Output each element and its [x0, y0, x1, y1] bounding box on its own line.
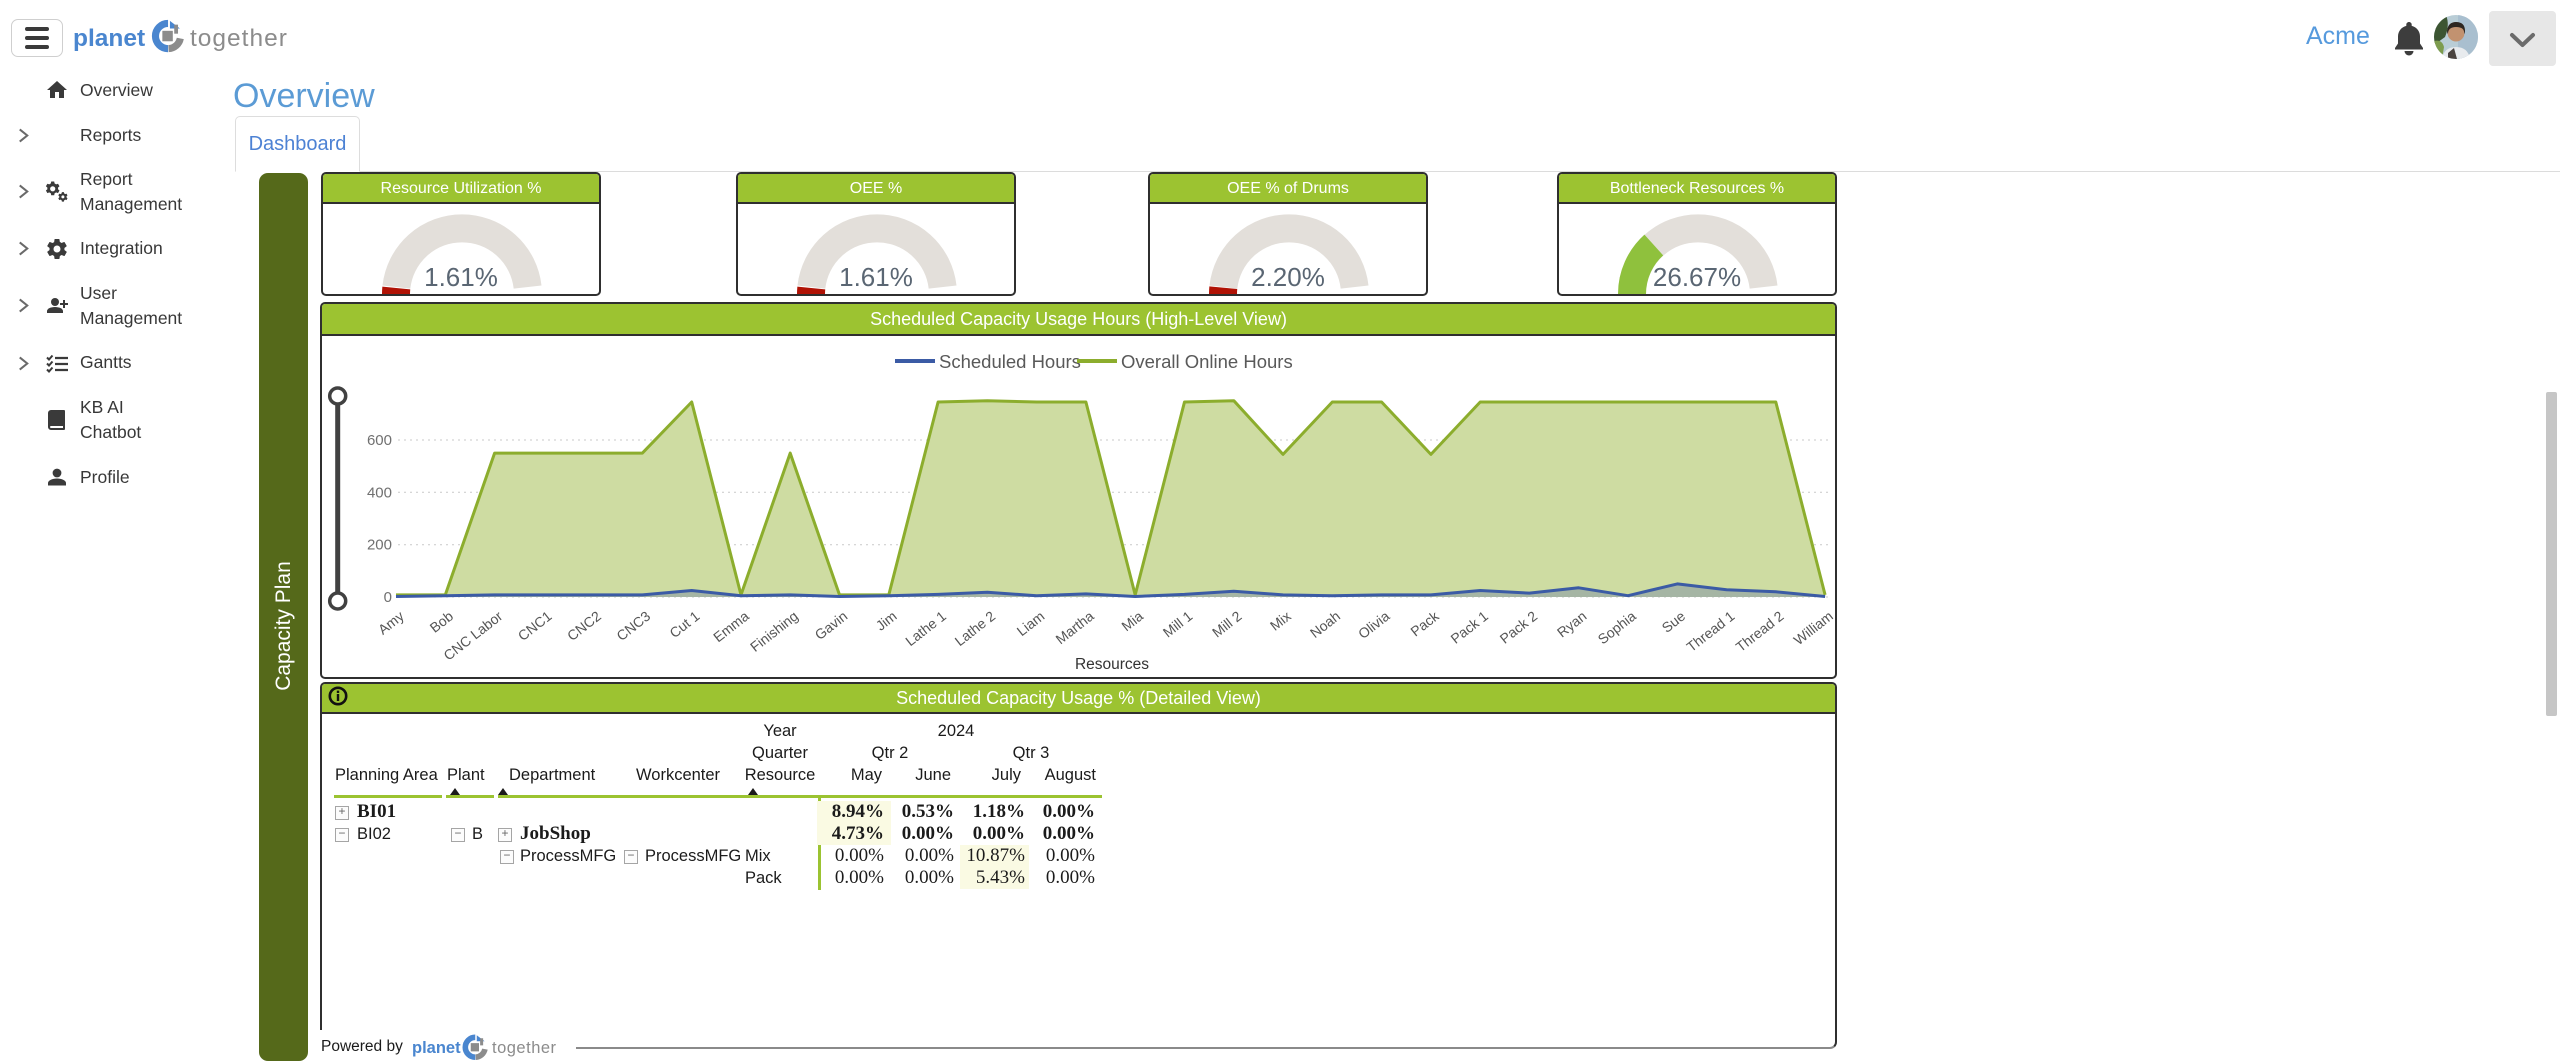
svg-text:planet: planet — [412, 1039, 461, 1057]
svg-text:Pack 2: Pack 2 — [1497, 608, 1541, 647]
svg-text:Finishing: Finishing — [747, 608, 801, 655]
svg-text:Martha: Martha — [1053, 608, 1097, 648]
svg-text:Mill 2: Mill 2 — [1209, 608, 1245, 641]
svg-text:Lathe 2: Lathe 2 — [952, 608, 999, 649]
svg-text:0: 0 — [384, 589, 392, 606]
svg-text:Lathe 1: Lathe 1 — [902, 608, 949, 649]
svg-text:600: 600 — [367, 432, 392, 449]
svg-text:Cut 1: Cut 1 — [666, 608, 702, 641]
svg-text:Ryan: Ryan — [1554, 608, 1590, 641]
svg-text:400: 400 — [367, 484, 392, 501]
svg-text:Thread 1: Thread 1 — [1683, 608, 1737, 655]
svg-text:Mix: Mix — [1267, 608, 1294, 634]
svg-text:Gavin: Gavin — [812, 608, 851, 643]
svg-text:planet: planet — [73, 25, 145, 52]
svg-text:Pack: Pack — [1407, 607, 1442, 639]
svg-text:together: together — [492, 1039, 557, 1057]
svg-text:Scheduled Hours: Scheduled Hours — [939, 351, 1081, 372]
svg-text:CNC2: CNC2 — [564, 608, 604, 644]
svg-text:William: William — [1791, 608, 1836, 648]
svg-text:together: together — [190, 25, 288, 52]
svg-text:Resources: Resources — [1075, 656, 1149, 673]
svg-text:Mill 1: Mill 1 — [1160, 608, 1196, 641]
svg-text:Thread 2: Thread 2 — [1733, 608, 1787, 655]
svg-text:Emma: Emma — [710, 608, 752, 646]
svg-text:Mia: Mia — [1118, 608, 1146, 635]
svg-text:CNC1: CNC1 — [515, 608, 555, 644]
svg-text:Bob: Bob — [427, 608, 457, 636]
svg-text:Overall Online Hours: Overall Online Hours — [1121, 351, 1293, 372]
svg-text:Olivia: Olivia — [1355, 608, 1393, 642]
svg-text:Sue: Sue — [1659, 608, 1689, 636]
svg-text:Liam: Liam — [1014, 608, 1048, 639]
svg-text:Sophia: Sophia — [1595, 608, 1639, 648]
svg-text:CNC3: CNC3 — [613, 608, 653, 644]
svg-text:Jim: Jim — [873, 608, 900, 634]
svg-text:Amy: Amy — [375, 608, 407, 638]
svg-text:Noah: Noah — [1307, 608, 1343, 641]
svg-text:200: 200 — [367, 537, 392, 554]
svg-text:Pack 1: Pack 1 — [1447, 608, 1491, 647]
